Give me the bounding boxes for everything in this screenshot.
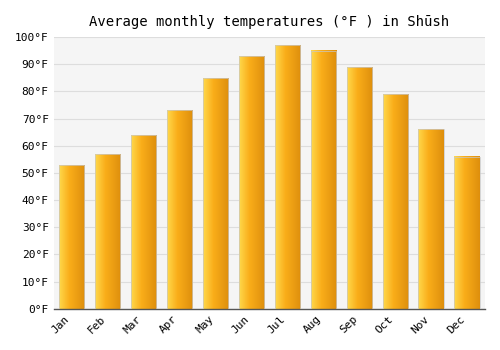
Title: Average monthly temperatures (°F ) in Shūsh: Average monthly temperatures (°F ) in Sh… <box>89 15 450 29</box>
